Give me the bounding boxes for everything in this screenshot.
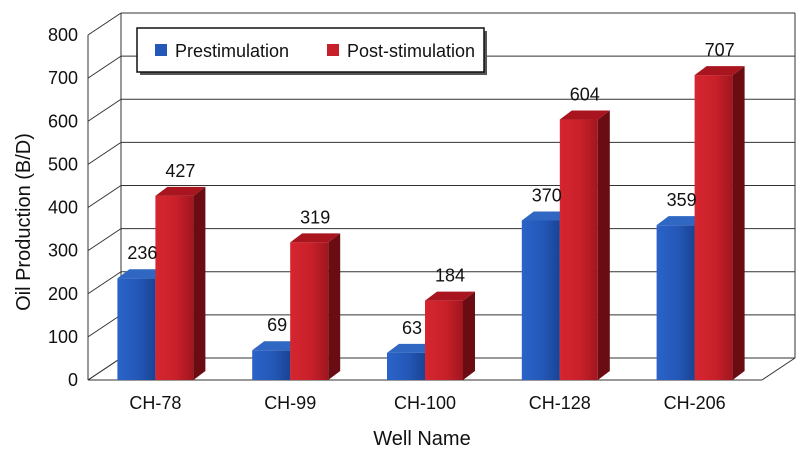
bar-side-face bbox=[193, 186, 206, 380]
gridline-side bbox=[87, 141, 122, 165]
y-tick-label: 0 bbox=[68, 370, 78, 390]
gridline-side bbox=[87, 12, 122, 36]
x-tick-label: CH-128 bbox=[529, 393, 591, 413]
data-label: 707 bbox=[705, 40, 735, 60]
bar-top-face bbox=[387, 343, 437, 353]
x-tick-label: CH-78 bbox=[129, 393, 181, 413]
legend: Prestimulation Post-stimulation bbox=[136, 27, 487, 75]
bar-front-face bbox=[252, 350, 291, 380]
bar-top-face bbox=[155, 186, 206, 196]
gridline-side bbox=[87, 185, 122, 208]
data-labels: 236 427 69 319 63 184 370 604 359 707 bbox=[127, 40, 734, 338]
bar-front-face bbox=[521, 220, 560, 380]
gridline-side bbox=[87, 271, 122, 295]
y-axis-title: Oil Production (B/D) bbox=[13, 133, 35, 311]
bar-front-face bbox=[656, 225, 695, 380]
legend-label: Prestimulation bbox=[175, 41, 289, 61]
bar-top-face bbox=[694, 66, 745, 76]
bar-side-face bbox=[597, 110, 610, 381]
bar-front-face bbox=[387, 352, 425, 380]
data-label: 184 bbox=[435, 266, 465, 286]
bar-post-stimulation-ch-206 bbox=[694, 66, 745, 380]
y-tick-label: 200 bbox=[48, 284, 78, 304]
data-label: 63 bbox=[402, 318, 422, 338]
x-tick-label: CH-99 bbox=[264, 393, 316, 413]
axes: 0 100 200 300 400 500 600 700 800 CH-78 CH-99 CH-10… bbox=[48, 25, 762, 413]
bar-side-face bbox=[328, 233, 341, 380]
gridline-side bbox=[87, 55, 122, 79]
data-label: 236 bbox=[127, 243, 157, 263]
bar-front-face bbox=[117, 278, 156, 380]
floor-right-edge bbox=[761, 357, 796, 381]
bar-post-stimulation-ch-99 bbox=[290, 233, 341, 380]
legend-swatch bbox=[155, 44, 167, 56]
bar-post-stimulation-ch-100 bbox=[425, 291, 475, 380]
bar-front-face bbox=[290, 242, 329, 380]
bar-top-face bbox=[559, 110, 610, 120]
bar-post-stimulation-ch-78 bbox=[155, 186, 206, 380]
y-tick-label: 500 bbox=[48, 154, 78, 174]
legend-box bbox=[136, 27, 485, 73]
data-label: 427 bbox=[165, 161, 195, 181]
bar-front-face bbox=[694, 75, 733, 380]
bar-top-face bbox=[656, 216, 707, 226]
bar-front-face bbox=[155, 195, 194, 380]
data-label: 359 bbox=[667, 190, 697, 210]
data-label: 370 bbox=[532, 185, 562, 205]
bar-front-face bbox=[425, 300, 463, 380]
gridline-side bbox=[87, 357, 122, 381]
bar-top-face bbox=[117, 269, 168, 279]
bar-top-face bbox=[252, 341, 303, 351]
bar-front-face bbox=[559, 119, 598, 381]
y-tick-label: 700 bbox=[48, 68, 78, 88]
y-tick-label: 300 bbox=[48, 241, 78, 261]
bars bbox=[117, 66, 745, 381]
gridline-side bbox=[87, 98, 122, 122]
y-tick-label: 400 bbox=[48, 198, 78, 218]
x-axis-title: Well Name bbox=[373, 428, 470, 450]
bar-side-face bbox=[463, 291, 475, 380]
y-tick-label: 100 bbox=[48, 327, 78, 347]
x-tick-label: CH-100 bbox=[394, 393, 456, 413]
gridline-side bbox=[87, 314, 122, 338]
legend-swatch bbox=[327, 44, 339, 56]
x-tick-label: CH-206 bbox=[664, 393, 726, 413]
data-label: 69 bbox=[267, 315, 287, 335]
gridline-side bbox=[87, 228, 122, 252]
bar-post-stimulation-ch-128 bbox=[559, 110, 610, 381]
y-tick-label: 800 bbox=[48, 25, 78, 45]
legend-label: Post-stimulation bbox=[347, 41, 475, 61]
data-label: 319 bbox=[300, 207, 330, 227]
bar-top-face bbox=[290, 233, 341, 243]
bar-top-face bbox=[425, 291, 475, 301]
bar-side-face bbox=[732, 66, 745, 380]
data-label: 604 bbox=[570, 85, 600, 105]
y-tick-label: 600 bbox=[48, 111, 78, 131]
bar-top-face bbox=[521, 211, 572, 221]
